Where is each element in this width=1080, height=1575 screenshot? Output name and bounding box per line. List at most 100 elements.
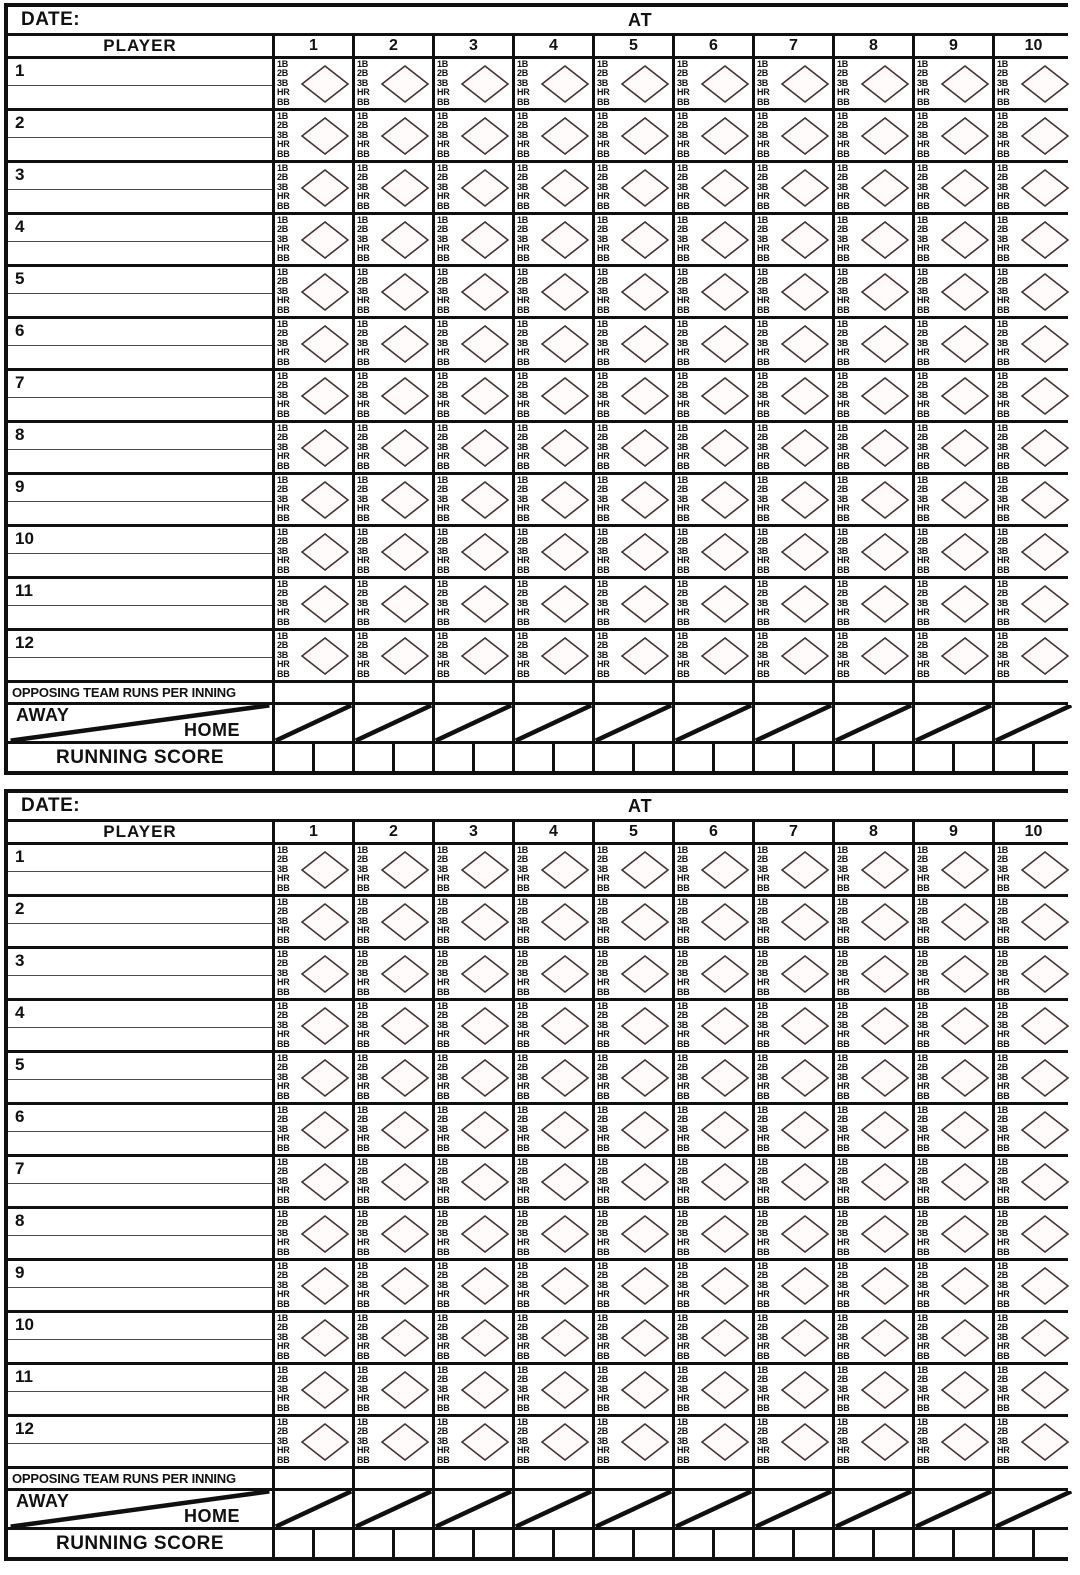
hit-label: BB (837, 148, 850, 159)
hit-label: 3B (757, 1071, 769, 1082)
running-score-subcell (755, 1530, 792, 1557)
hit-label: HR (677, 1289, 690, 1300)
diamond-icon (700, 220, 750, 259)
diamond-icon (300, 1058, 350, 1097)
hit-label: BB (517, 252, 530, 263)
hit-label: 2B (277, 380, 289, 391)
hit-label: 2B (517, 276, 529, 287)
hit-label: BB (997, 1194, 1010, 1205)
hit-label: HR (597, 1393, 610, 1404)
diamond-wrap (1018, 1365, 1072, 1414)
hit-label: BB (677, 460, 690, 471)
at-bat-cell: 1B 2B 3B HR BB (835, 1001, 912, 1050)
at-bat-cell: 1B 2B 3B HR BB (355, 1365, 432, 1414)
diamond-icon (780, 376, 830, 415)
diamond-icon (780, 220, 830, 259)
hit-label: 2B (917, 1114, 929, 1125)
hit-type-labels: 1B 2B 3B HR BB (755, 1157, 778, 1206)
hit-label: HR (357, 1029, 370, 1040)
diamond-icon (860, 902, 910, 941)
hit-label: HR (997, 139, 1010, 150)
opposing-runs-cell (755, 683, 832, 702)
hit-label: BB (997, 356, 1010, 367)
at-bat-cell: 1B 2B 3B HR BB (595, 319, 672, 368)
hit-label: BB (917, 512, 930, 523)
hit-type-labels: 1B 2B 3B HR BB (995, 1105, 1018, 1154)
at-bat-cell: 1B 2B 3B HR BB (675, 1105, 752, 1154)
running-score-cell (755, 744, 832, 771)
hit-label: 1B (677, 163, 689, 173)
hit-label: HR (837, 139, 850, 150)
hit-label: BB (837, 460, 850, 471)
hit-label: 2B (757, 1426, 769, 1437)
hit-label: HR (357, 347, 370, 358)
diamond-wrap (458, 631, 512, 680)
hit-label: 1B (437, 475, 449, 485)
hit-label: 1B (917, 845, 929, 855)
hit-label: 3B (677, 77, 689, 88)
diamond-icon (620, 1214, 670, 1253)
diamond-wrap (858, 59, 912, 108)
hit-label: 1B (597, 475, 609, 485)
hit-label: 3B (837, 285, 849, 296)
diamond-wrap (938, 1209, 992, 1258)
running-score-cell (435, 744, 512, 771)
hit-label: 3B (677, 1019, 689, 1030)
hit-label: 1B (757, 59, 769, 69)
hit-label: HR (597, 243, 610, 254)
hit-label: 2B (277, 120, 289, 131)
at-bat-cell: 1B 2B 3B HR BB (835, 267, 912, 316)
at-bat-cell: 1B 2B 3B HR BB (835, 163, 912, 212)
hit-label: 2B (597, 1374, 609, 1385)
hit-label: BB (277, 616, 290, 627)
hit-label: HR (997, 1445, 1010, 1456)
inning-header-2: 2 (355, 36, 432, 56)
diamond-wrap (458, 1365, 512, 1414)
diamond-wrap (538, 527, 592, 576)
diamond-wrap (538, 1001, 592, 1050)
diamond-wrap (858, 527, 912, 576)
away-home-score-cell (915, 1491, 992, 1527)
hit-label: 2B (757, 640, 769, 651)
diamond-icon (380, 1370, 430, 1409)
hit-label: HR (917, 1081, 930, 1092)
at-bat-cell: 1B 2B 3B HR BB (675, 1053, 752, 1102)
hit-label: BB (677, 564, 690, 575)
hit-label: HR (277, 347, 290, 358)
at-bat-cell: 1B 2B 3B HR BB (755, 527, 832, 576)
hit-label: 3B (837, 493, 849, 504)
diamond-icon (1020, 850, 1070, 889)
away-home-label-cell: AWAY HOME (8, 1491, 272, 1527)
player-number: 11 (15, 1367, 33, 1386)
hit-label: 2B (437, 120, 449, 131)
diamond-wrap (298, 1313, 352, 1362)
hit-label: 3B (517, 545, 529, 556)
hit-label: 1B (757, 631, 769, 641)
hit-type-labels: 1B 2B 3B HR BB (355, 371, 378, 420)
hit-label: 1B (437, 111, 449, 121)
hit-label: 2B (997, 1426, 1009, 1437)
hit-label: 3B (997, 285, 1009, 296)
hit-label: 3B (277, 1435, 289, 1446)
at-bat-cell: 1B 2B 3B HR BB (595, 897, 672, 946)
at-bat-cell: 1B 2B 3B HR BB (435, 319, 512, 368)
hit-label: 1B (597, 1157, 609, 1167)
diamond-wrap (698, 319, 752, 368)
hit-label: 2B (437, 380, 449, 391)
hit-label: BB (997, 1298, 1010, 1309)
hit-type-labels: 1B 2B 3B HR BB (995, 215, 1018, 264)
hit-label: HR (517, 347, 530, 358)
player-name-cell: 8 (8, 423, 272, 472)
at-bat-cell: 1B 2B 3B HR BB (275, 1261, 352, 1310)
hit-label: 1B (277, 1261, 289, 1271)
hit-type-labels: 1B 2B 3B HR BB (835, 319, 858, 368)
hit-label: 1B (917, 897, 929, 907)
hit-type-labels: 1B 2B 3B HR BB (675, 631, 698, 680)
hit-label: BB (997, 882, 1010, 893)
diamond-icon (300, 220, 350, 259)
hit-label: HR (437, 1237, 450, 1248)
hit-label: 2B (437, 854, 449, 865)
hit-label: BB (277, 1142, 290, 1153)
hit-label: 1B (437, 1157, 449, 1167)
diamond-wrap (618, 527, 672, 576)
